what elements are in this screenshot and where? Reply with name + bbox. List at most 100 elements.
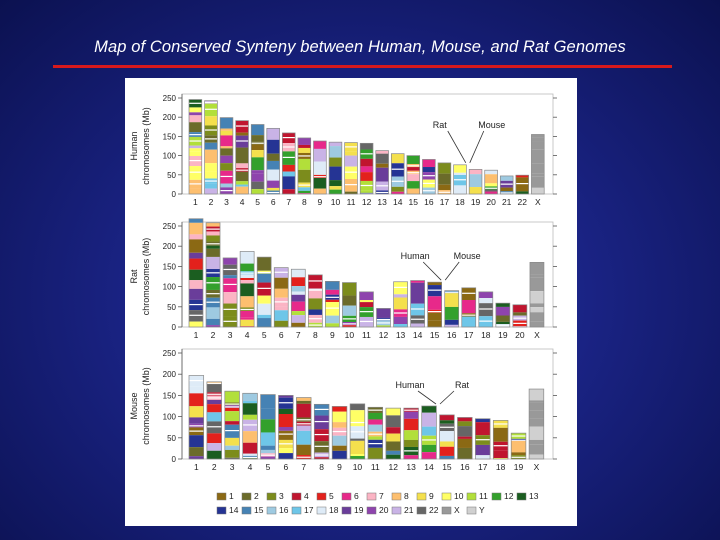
synteny-segment bbox=[375, 163, 389, 168]
synteny-segment bbox=[360, 166, 373, 173]
segment-divider bbox=[282, 136, 296, 139]
synteny-segment bbox=[469, 169, 482, 175]
synteny-segment bbox=[278, 453, 294, 459]
segment-divider bbox=[493, 423, 508, 425]
bar-outline bbox=[278, 395, 294, 460]
legend-label-18: 18 bbox=[329, 505, 339, 515]
y-label-species: Rat bbox=[129, 269, 139, 284]
chromosome-label-16: 16 bbox=[460, 462, 470, 472]
annotation-pointer bbox=[447, 130, 467, 164]
synteny-segment bbox=[515, 177, 529, 192]
legend-swatch-22 bbox=[416, 506, 427, 515]
synteny-segment bbox=[427, 296, 442, 310]
synteny-segment bbox=[313, 148, 327, 162]
synteny-segment bbox=[297, 158, 311, 170]
synteny-segment bbox=[444, 319, 459, 325]
y-tick-label: 150 bbox=[163, 132, 177, 141]
y-label-units: chromosomes (Mb) bbox=[141, 238, 151, 316]
chromosome-label-6: 6 bbox=[279, 330, 284, 340]
synteny-segment bbox=[427, 282, 442, 286]
synteny-segment bbox=[260, 408, 276, 420]
chromosome-bar-16 bbox=[457, 417, 473, 460]
segment-divider bbox=[206, 301, 221, 303]
segment-divider bbox=[189, 183, 202, 185]
synteny-segment bbox=[360, 158, 373, 167]
synteny-segment bbox=[375, 153, 389, 164]
bar-outline bbox=[206, 381, 222, 460]
segment-divider bbox=[260, 454, 276, 456]
synteny-segment bbox=[368, 412, 383, 420]
chromosome-bar-21 bbox=[499, 175, 514, 195]
synteny-segment bbox=[495, 303, 510, 307]
chromosome-label-6: 6 bbox=[283, 462, 288, 472]
synteny-segment bbox=[204, 171, 218, 179]
chromosome-bar-14 bbox=[410, 280, 425, 328]
synteny-segment bbox=[329, 146, 342, 158]
bar-outline bbox=[531, 134, 545, 195]
synteny-segment bbox=[235, 181, 249, 185]
segment-divider bbox=[314, 454, 329, 456]
chromosome-label-13: 13 bbox=[406, 462, 416, 472]
synteny-segment bbox=[350, 440, 365, 454]
chromosome-label-8: 8 bbox=[302, 197, 307, 207]
chromosome-bar-14 bbox=[390, 153, 405, 195]
synteny-segment bbox=[368, 436, 383, 440]
segment-divider bbox=[206, 426, 222, 428]
bar-outline bbox=[468, 169, 483, 195]
synteny-segment bbox=[344, 151, 358, 156]
y-tick-label: 150 bbox=[163, 391, 177, 400]
legend-swatch-10 bbox=[441, 492, 452, 501]
bar-outline bbox=[529, 262, 545, 328]
synteny-segment bbox=[484, 174, 498, 184]
legend-label-8: 8 bbox=[404, 491, 409, 501]
chromosome-bar-10 bbox=[328, 141, 343, 195]
segment-divider bbox=[495, 325, 510, 327]
synteny-segment bbox=[332, 406, 347, 412]
chromosome-label-X: X bbox=[534, 462, 540, 472]
synteny-segment bbox=[360, 143, 373, 150]
y-label-units: chromosomes (Mb) bbox=[141, 107, 151, 185]
synteny-segment bbox=[220, 117, 233, 129]
synteny-segment bbox=[393, 297, 408, 310]
synteny-segment bbox=[406, 174, 420, 182]
synteny-segment bbox=[529, 321, 544, 327]
synteny-segment bbox=[240, 319, 255, 327]
segment-divider bbox=[308, 318, 323, 320]
synteny-segment bbox=[297, 169, 311, 183]
chromosome-label-19: 19 bbox=[471, 197, 481, 207]
synteny-segment bbox=[368, 447, 383, 459]
synteny-segment bbox=[421, 426, 437, 436]
synteny-segment bbox=[529, 402, 544, 411]
y-tick-label: 150 bbox=[163, 262, 177, 271]
chromosome-label-20: 20 bbox=[486, 197, 496, 207]
synteny-segment bbox=[393, 281, 408, 295]
legend-swatch-20 bbox=[366, 506, 377, 515]
bar-outline bbox=[478, 291, 494, 328]
legend-label-4: 4 bbox=[304, 491, 309, 501]
synteny-segment bbox=[350, 403, 365, 411]
segment-divider bbox=[206, 243, 221, 245]
segment-divider bbox=[439, 426, 455, 428]
synteny-segment bbox=[291, 294, 306, 302]
synteny-segment bbox=[189, 239, 203, 253]
synteny-segment bbox=[453, 172, 467, 175]
chromosome-bar-15 bbox=[439, 414, 455, 460]
synteny-segment bbox=[274, 288, 289, 298]
segment-divider bbox=[240, 308, 255, 311]
segment-divider bbox=[332, 430, 347, 433]
synteny-segment bbox=[189, 188, 202, 194]
segment-divider bbox=[266, 191, 280, 194]
synteny-segment bbox=[444, 324, 459, 327]
synteny-segment bbox=[531, 141, 545, 150]
bar-outline bbox=[359, 291, 374, 328]
legend-label-16: 16 bbox=[279, 505, 289, 515]
bar-outline bbox=[421, 405, 437, 460]
chromosome-label-20: 20 bbox=[515, 330, 525, 340]
legend-swatch-5 bbox=[316, 492, 327, 501]
synteny-segment bbox=[251, 150, 265, 158]
segment-divider bbox=[204, 101, 218, 104]
legend-swatch-16 bbox=[266, 506, 277, 515]
segment-divider bbox=[403, 450, 419, 452]
chromosome-bar-12 bbox=[385, 407, 401, 460]
synteny-segment bbox=[342, 325, 357, 327]
